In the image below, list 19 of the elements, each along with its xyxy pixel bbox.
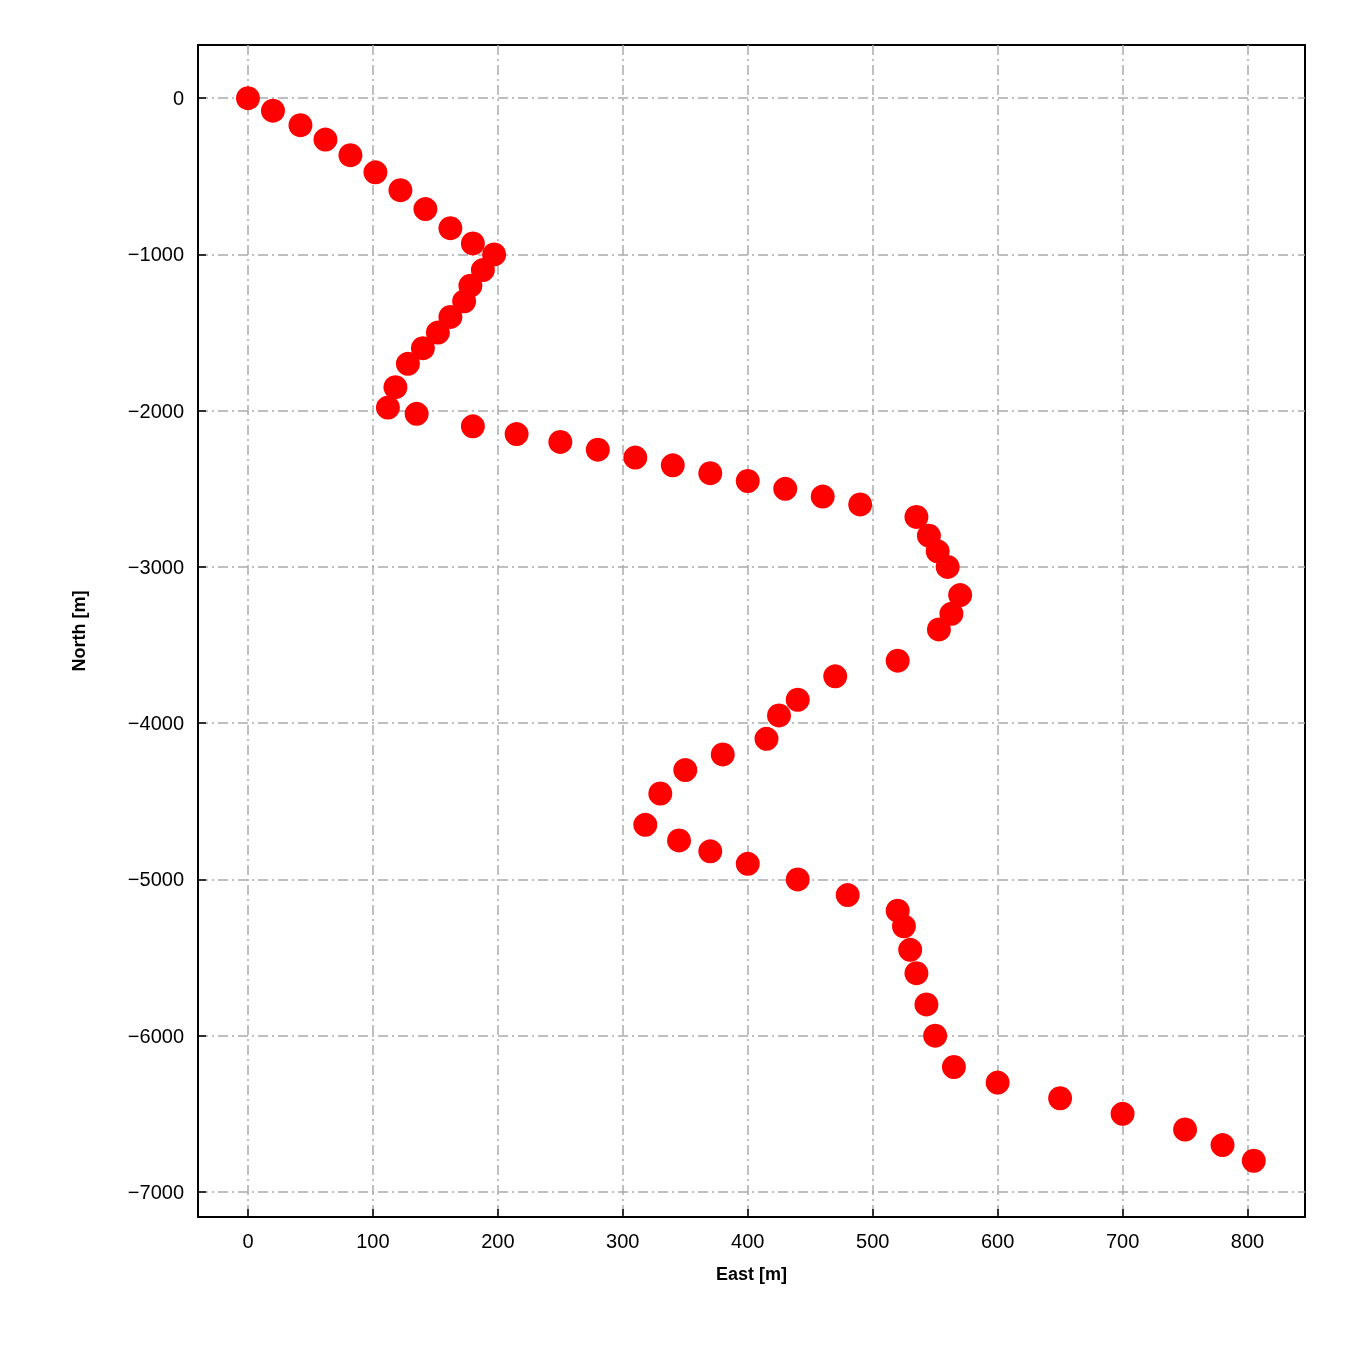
x-tick-label: 0	[242, 1230, 254, 1252]
y-tick-label: −3000	[127, 555, 184, 578]
y-tick-label: −2000	[127, 399, 184, 422]
y-tick-label: −5000	[127, 868, 184, 891]
y-tick-label: −4000	[127, 712, 184, 735]
y-tick-label: −6000	[127, 1024, 184, 1047]
y-tick-label: −7000	[127, 1181, 184, 1203]
x-tick-label: 800	[1230, 1230, 1265, 1252]
x-tick-label: 300	[606, 1230, 640, 1252]
x-tick-label: 700	[1105, 1230, 1140, 1252]
x-tick-label: 200	[481, 1230, 515, 1252]
y-tick-label: 0	[172, 87, 184, 110]
x-tick-label: 100	[356, 1230, 390, 1252]
x-tick-label: 400	[731, 1230, 765, 1252]
x-tick-label: 500	[856, 1230, 890, 1252]
x-axis-title: East [m]	[715, 1264, 788, 1284]
y-tick-label: −1000	[127, 243, 184, 266]
x-tick-label: 600	[980, 1230, 1015, 1252]
y-axis-title: North [m]	[69, 590, 89, 672]
